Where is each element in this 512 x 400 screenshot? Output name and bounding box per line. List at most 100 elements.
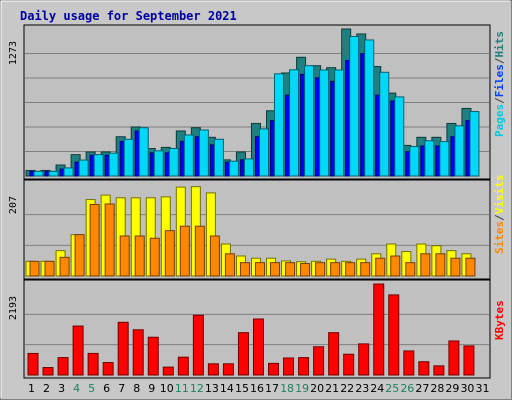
bar-kbytes-day-16: [252, 318, 264, 376]
bar-sites-day-5: [89, 203, 100, 277]
bar-pages-day-28: [439, 141, 450, 177]
bar-pages-day-25: [394, 96, 405, 177]
panel-visits-legend: Sites/Visits: [493, 175, 506, 255]
x-tick-label: 4: [73, 382, 80, 395]
bar-pages-day-30: [469, 111, 480, 177]
bar-sites-day-25: [390, 255, 401, 277]
legend-entry: Files: [493, 64, 506, 97]
panel-traffic-ymax-label: 1273: [8, 41, 19, 65]
x-tick-label: 8: [133, 382, 140, 395]
bar-sites-day-7: [119, 235, 130, 277]
bar-pages-day-21: [334, 69, 345, 177]
bar-pages-day-2: [48, 170, 59, 177]
bar-kbytes-day-1: [27, 352, 39, 376]
chart-title: Daily usage for September 2021: [20, 9, 237, 23]
x-tick-label: 21: [325, 382, 339, 395]
bar-pages-day-11: [183, 134, 194, 177]
bar-sites-day-26: [405, 262, 416, 277]
bar-kbytes-day-25: [388, 294, 400, 376]
bar-kbytes-day-7: [117, 321, 129, 376]
bar-sites-day-21: [330, 262, 341, 277]
bar-pages-day-26: [409, 146, 420, 177]
bar-kbytes-day-10: [162, 366, 174, 376]
legend-entry: KBytes: [493, 300, 506, 340]
x-axis: 1 2 3 4 5 6 7 8 9 10 11 12 13 14 15 16 17 18 19 20 21 22 23 24 2…: [28, 382, 489, 395]
bar-sites-day-2: [44, 260, 55, 277]
x-tick-label: 13: [205, 382, 219, 395]
bar-sites-day-9: [149, 237, 160, 277]
bar-pages-day-17: [274, 73, 285, 177]
bar-sites-day-23: [360, 262, 371, 277]
x-tick-label: 9: [148, 382, 155, 395]
bar-sites-day-29: [450, 257, 461, 277]
bar-sites-day-28: [435, 253, 446, 277]
panel-kbytes-ymax-label: 2193: [8, 296, 19, 320]
bar-kbytes-day-3: [57, 357, 69, 376]
bar-sites-day-16: [254, 262, 265, 277]
bar-pages-day-16: [258, 128, 269, 177]
bar-sites-day-4: [74, 234, 85, 277]
bar-pages-day-20: [319, 69, 330, 177]
x-tick-label: 30: [460, 382, 474, 395]
legend-entry: Visits: [493, 175, 506, 215]
bar-sites-day-10: [164, 230, 175, 277]
bar-sites-day-22: [345, 262, 356, 277]
bar-sites-day-3: [59, 256, 70, 277]
bar-kbytes-day-21: [328, 332, 340, 376]
bar-kbytes-day-12: [192, 314, 204, 376]
bar-pages-day-5: [93, 154, 104, 177]
x-tick-label: 25: [385, 382, 399, 395]
x-tick-label: 23: [355, 382, 369, 395]
bar-kbytes-day-17: [268, 362, 280, 376]
x-tick-label: 26: [400, 382, 414, 395]
panel-kbytes-legend: KBytes: [493, 300, 506, 340]
bar-kbytes-day-9: [147, 336, 159, 376]
bar-kbytes-day-4: [72, 325, 84, 376]
legend-entry: /: [493, 97, 506, 104]
bar-pages-day-1: [33, 170, 44, 177]
bar-pages-day-4: [78, 159, 89, 177]
bar-kbytes-day-13: [207, 363, 219, 376]
bar-pages-day-3: [63, 167, 74, 177]
bar-kbytes-day-6: [102, 362, 114, 376]
panel-visits-ymax-label: 207: [8, 196, 19, 214]
panel-traffic-legend: Pages/Files/Hits: [493, 31, 506, 137]
bar-pages-day-12: [198, 129, 209, 177]
bar-kbytes-day-22: [343, 353, 355, 376]
panel-visits: 207 Sites/Visits: [8, 175, 506, 280]
x-tick-label: 2: [43, 382, 50, 395]
bar-sites-day-15: [239, 262, 250, 277]
bar-sites-day-13: [209, 235, 220, 277]
bar-sites-day-19: [300, 263, 311, 277]
x-tick-label: 1: [28, 382, 35, 395]
bar-sites-day-24: [375, 257, 386, 277]
x-tick-label: 28: [430, 382, 444, 395]
bar-pages-day-13: [213, 138, 224, 177]
bar-pages-day-9: [153, 150, 164, 177]
legend-entry: /: [493, 57, 506, 64]
bar-pages-day-10: [168, 148, 179, 177]
bar-kbytes-day-26: [403, 350, 415, 376]
legend-entry: Hits: [493, 31, 506, 58]
bar-sites-day-12: [194, 225, 205, 277]
x-tick-label: 15: [235, 382, 249, 395]
bar-pages-day-6: [108, 152, 119, 177]
x-tick-label: 11: [175, 382, 189, 395]
bar-kbytes-day-24: [373, 283, 385, 376]
legend-entry: /: [493, 214, 506, 221]
bar-kbytes-day-2: [42, 367, 54, 376]
bar-kbytes-day-14: [222, 363, 234, 376]
bar-pages-day-29: [454, 125, 465, 177]
bar-pages-day-18: [289, 69, 300, 177]
bar-kbytes-day-30: [463, 345, 475, 376]
x-tick-label: 20: [310, 382, 324, 395]
x-tick-label: 6: [103, 382, 110, 395]
x-tick-label: 7: [118, 382, 125, 395]
bar-kbytes-day-28: [433, 365, 445, 376]
x-tick-label: 5: [88, 382, 95, 395]
legend-entry: Pages: [493, 104, 506, 137]
bar-kbytes-day-18: [283, 357, 295, 376]
bar-kbytes-day-11: [177, 356, 189, 376]
bar-sites-day-30: [465, 257, 476, 277]
